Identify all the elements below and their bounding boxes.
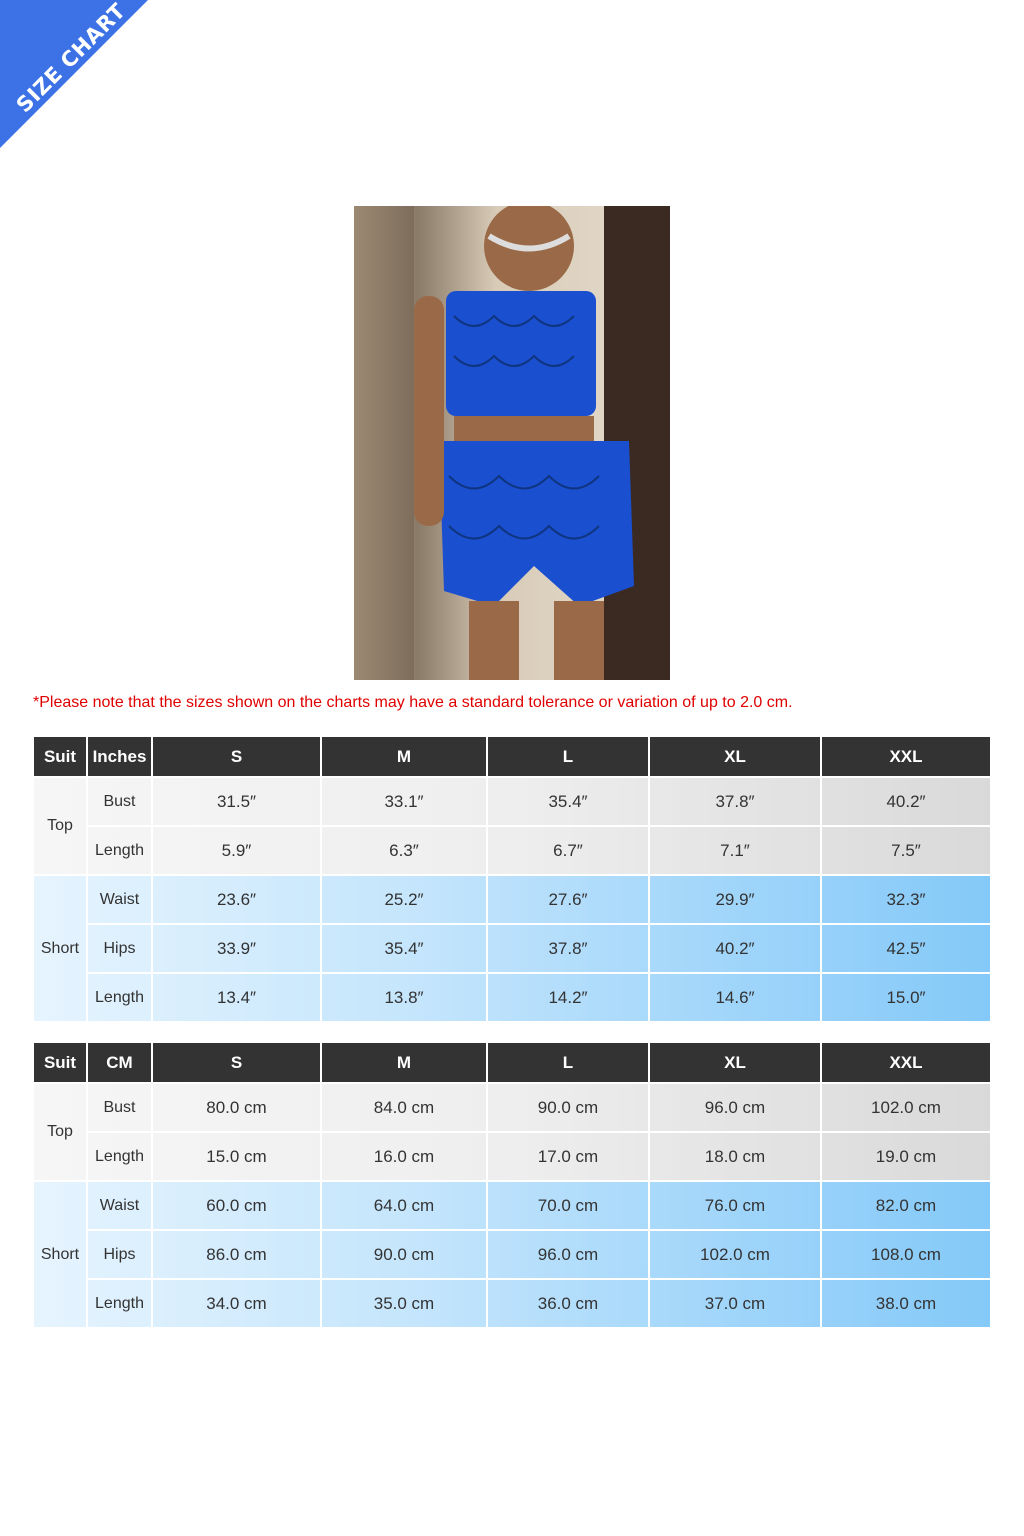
row-label: Length: [88, 1133, 153, 1182]
table-cell: 35.4″: [488, 778, 650, 827]
table-cell: 5.9″: [153, 827, 322, 876]
product-photo: [354, 206, 670, 680]
header-cell: Suit: [34, 737, 88, 778]
header-cell: S: [153, 737, 322, 778]
table-cell: 96.0 cm: [488, 1231, 650, 1280]
table-cell: 80.0 cm: [153, 1084, 322, 1133]
table-cell: 32.3″: [822, 876, 992, 925]
table-cell: 29.9″: [650, 876, 822, 925]
table-cell: 23.6″: [153, 876, 322, 925]
table-cell: 90.0 cm: [488, 1084, 650, 1133]
table-header-row: Suit Inches S M L XL XXL: [34, 737, 992, 778]
header-cell: CM: [88, 1043, 153, 1084]
table-cell: 35.4″: [322, 925, 488, 974]
table-cell: 18.0 cm: [650, 1133, 822, 1182]
group-label: Short: [34, 1182, 88, 1329]
table-cell: 102.0 cm: [650, 1231, 822, 1280]
table-cell: 82.0 cm: [822, 1182, 992, 1231]
table-cell: 96.0 cm: [650, 1084, 822, 1133]
group-short: Short Waist 60.0 cm 64.0 cm 70.0 cm 76.0 cm 82…: [34, 1182, 992, 1329]
table-cell: 76.0 cm: [650, 1182, 822, 1231]
table-cell: 7.1″: [650, 827, 822, 876]
table-cell: 31.5″: [153, 778, 322, 827]
header-cell: XXL: [822, 737, 992, 778]
header-cell: M: [322, 737, 488, 778]
table-cell: 15.0 cm: [153, 1133, 322, 1182]
table-cell: 14.6″: [650, 974, 822, 1023]
table-cell: 7.5″: [822, 827, 992, 876]
table-cell: 90.0 cm: [322, 1231, 488, 1280]
table-cell: 13.4″: [153, 974, 322, 1023]
table-cell: 15.0″: [822, 974, 992, 1023]
group-top: Top Bust 31.5″ 33.1″ 35.4″ 37.8″ 40.2″ Length 5.…: [34, 778, 992, 876]
table-cell: 40.2″: [650, 925, 822, 974]
table-cell: 13.8″: [322, 974, 488, 1023]
table-cell: 35.0 cm: [322, 1280, 488, 1329]
row-label: Length: [88, 827, 153, 876]
table-cell: 33.1″: [322, 778, 488, 827]
table-cell: 37.0 cm: [650, 1280, 822, 1329]
table-header-row: Suit CM S M L XL XXL: [34, 1043, 992, 1084]
table-cell: 102.0 cm: [822, 1084, 992, 1133]
header-cell: Inches: [88, 737, 153, 778]
table-cell: 70.0 cm: [488, 1182, 650, 1231]
table-cell: 16.0 cm: [322, 1133, 488, 1182]
table-cell: 33.9″: [153, 925, 322, 974]
table-cell: 64.0 cm: [322, 1182, 488, 1231]
size-chart-banner: [0, 0, 148, 148]
header-cell: L: [488, 1043, 650, 1084]
header-cell: S: [153, 1043, 322, 1084]
table-cell: 34.0 cm: [153, 1280, 322, 1329]
table-cell: 14.2″: [488, 974, 650, 1023]
size-table-cm: Suit CM S M L XL XXL Top Bust 80.0 cm 84.0 cm 90.0 …: [34, 1043, 992, 1329]
group-top: Top Bust 80.0 cm 84.0 cm 90.0 cm 96.0 cm 102.0…: [34, 1084, 992, 1182]
size-table-inches: Suit Inches S M L XL XXL Top Bust 31.5″ 33.1″ 35.4″…: [34, 737, 992, 1023]
row-label: Length: [88, 974, 153, 1023]
table-cell: 37.8″: [650, 778, 822, 827]
row-label: Waist: [88, 1182, 153, 1231]
group-label: Top: [34, 778, 88, 876]
row-label: Hips: [88, 925, 153, 974]
row-label: Hips: [88, 1231, 153, 1280]
table-cell: 36.0 cm: [488, 1280, 650, 1329]
table-cell: 86.0 cm: [153, 1231, 322, 1280]
table-cell: 6.7″: [488, 827, 650, 876]
table-cell: 17.0 cm: [488, 1133, 650, 1182]
row-label: Bust: [88, 778, 153, 827]
header-cell: XXL: [822, 1043, 992, 1084]
row-label: Bust: [88, 1084, 153, 1133]
table-cell: 84.0 cm: [322, 1084, 488, 1133]
row-label: Waist: [88, 876, 153, 925]
group-label: Short: [34, 876, 88, 1023]
table-cell: 108.0 cm: [822, 1231, 992, 1280]
header-cell: XL: [650, 1043, 822, 1084]
table-cell: 60.0 cm: [153, 1182, 322, 1231]
header-cell: L: [488, 737, 650, 778]
table-cell: 19.0 cm: [822, 1133, 992, 1182]
table-cell: 42.5″: [822, 925, 992, 974]
table-cell: 38.0 cm: [822, 1280, 992, 1329]
table-cell: 25.2″: [322, 876, 488, 925]
header-cell: XL: [650, 737, 822, 778]
table-cell: 37.8″: [488, 925, 650, 974]
row-label: Length: [88, 1280, 153, 1329]
tolerance-note: *Please note that the sizes shown on the…: [33, 694, 793, 711]
group-label: Top: [34, 1084, 88, 1182]
table-cell: 6.3″: [322, 827, 488, 876]
group-short: Short Waist 23.6″ 25.2″ 27.6″ 29.9″ 32.3″ Hips 3…: [34, 876, 992, 1023]
header-cell: Suit: [34, 1043, 88, 1084]
header-cell: M: [322, 1043, 488, 1084]
table-cell: 27.6″: [488, 876, 650, 925]
table-cell: 40.2″: [822, 778, 992, 827]
